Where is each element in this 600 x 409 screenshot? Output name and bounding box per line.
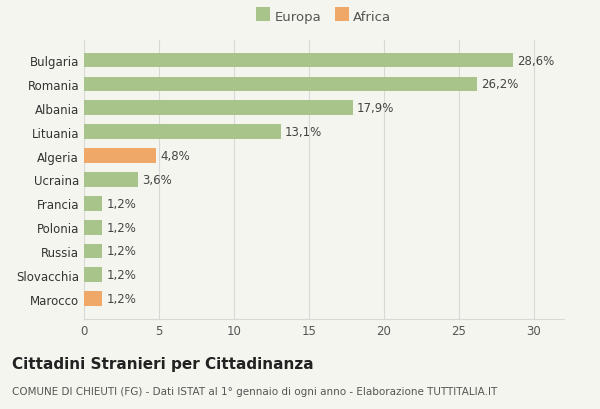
Bar [84, 101, 353, 116]
Text: Cittadini Stranieri per Cittadinanza: Cittadini Stranieri per Cittadinanza [12, 356, 314, 371]
Text: 3,6%: 3,6% [143, 173, 172, 187]
Text: 1,2%: 1,2% [107, 221, 136, 234]
Bar [84, 54, 513, 68]
Text: 1,2%: 1,2% [107, 292, 136, 306]
Text: 1,2%: 1,2% [107, 197, 136, 210]
Legend: Europa, Africa: Europa, Africa [251, 5, 397, 29]
Bar [84, 77, 477, 92]
Text: 17,9%: 17,9% [357, 102, 394, 115]
Bar [84, 292, 102, 306]
Text: 28,6%: 28,6% [518, 54, 555, 67]
Bar [84, 173, 138, 187]
Text: 13,1%: 13,1% [285, 126, 322, 139]
Bar [84, 268, 102, 283]
Bar [84, 220, 102, 235]
Text: 4,8%: 4,8% [161, 150, 190, 163]
Bar [84, 196, 102, 211]
Text: 26,2%: 26,2% [482, 78, 519, 91]
Bar [84, 125, 281, 140]
Text: COMUNE DI CHIEUTI (FG) - Dati ISTAT al 1° gennaio di ogni anno - Elaborazione TU: COMUNE DI CHIEUTI (FG) - Dati ISTAT al 1… [12, 387, 497, 396]
Bar [84, 244, 102, 259]
Bar [84, 149, 156, 164]
Text: 1,2%: 1,2% [107, 269, 136, 282]
Text: 1,2%: 1,2% [107, 245, 136, 258]
